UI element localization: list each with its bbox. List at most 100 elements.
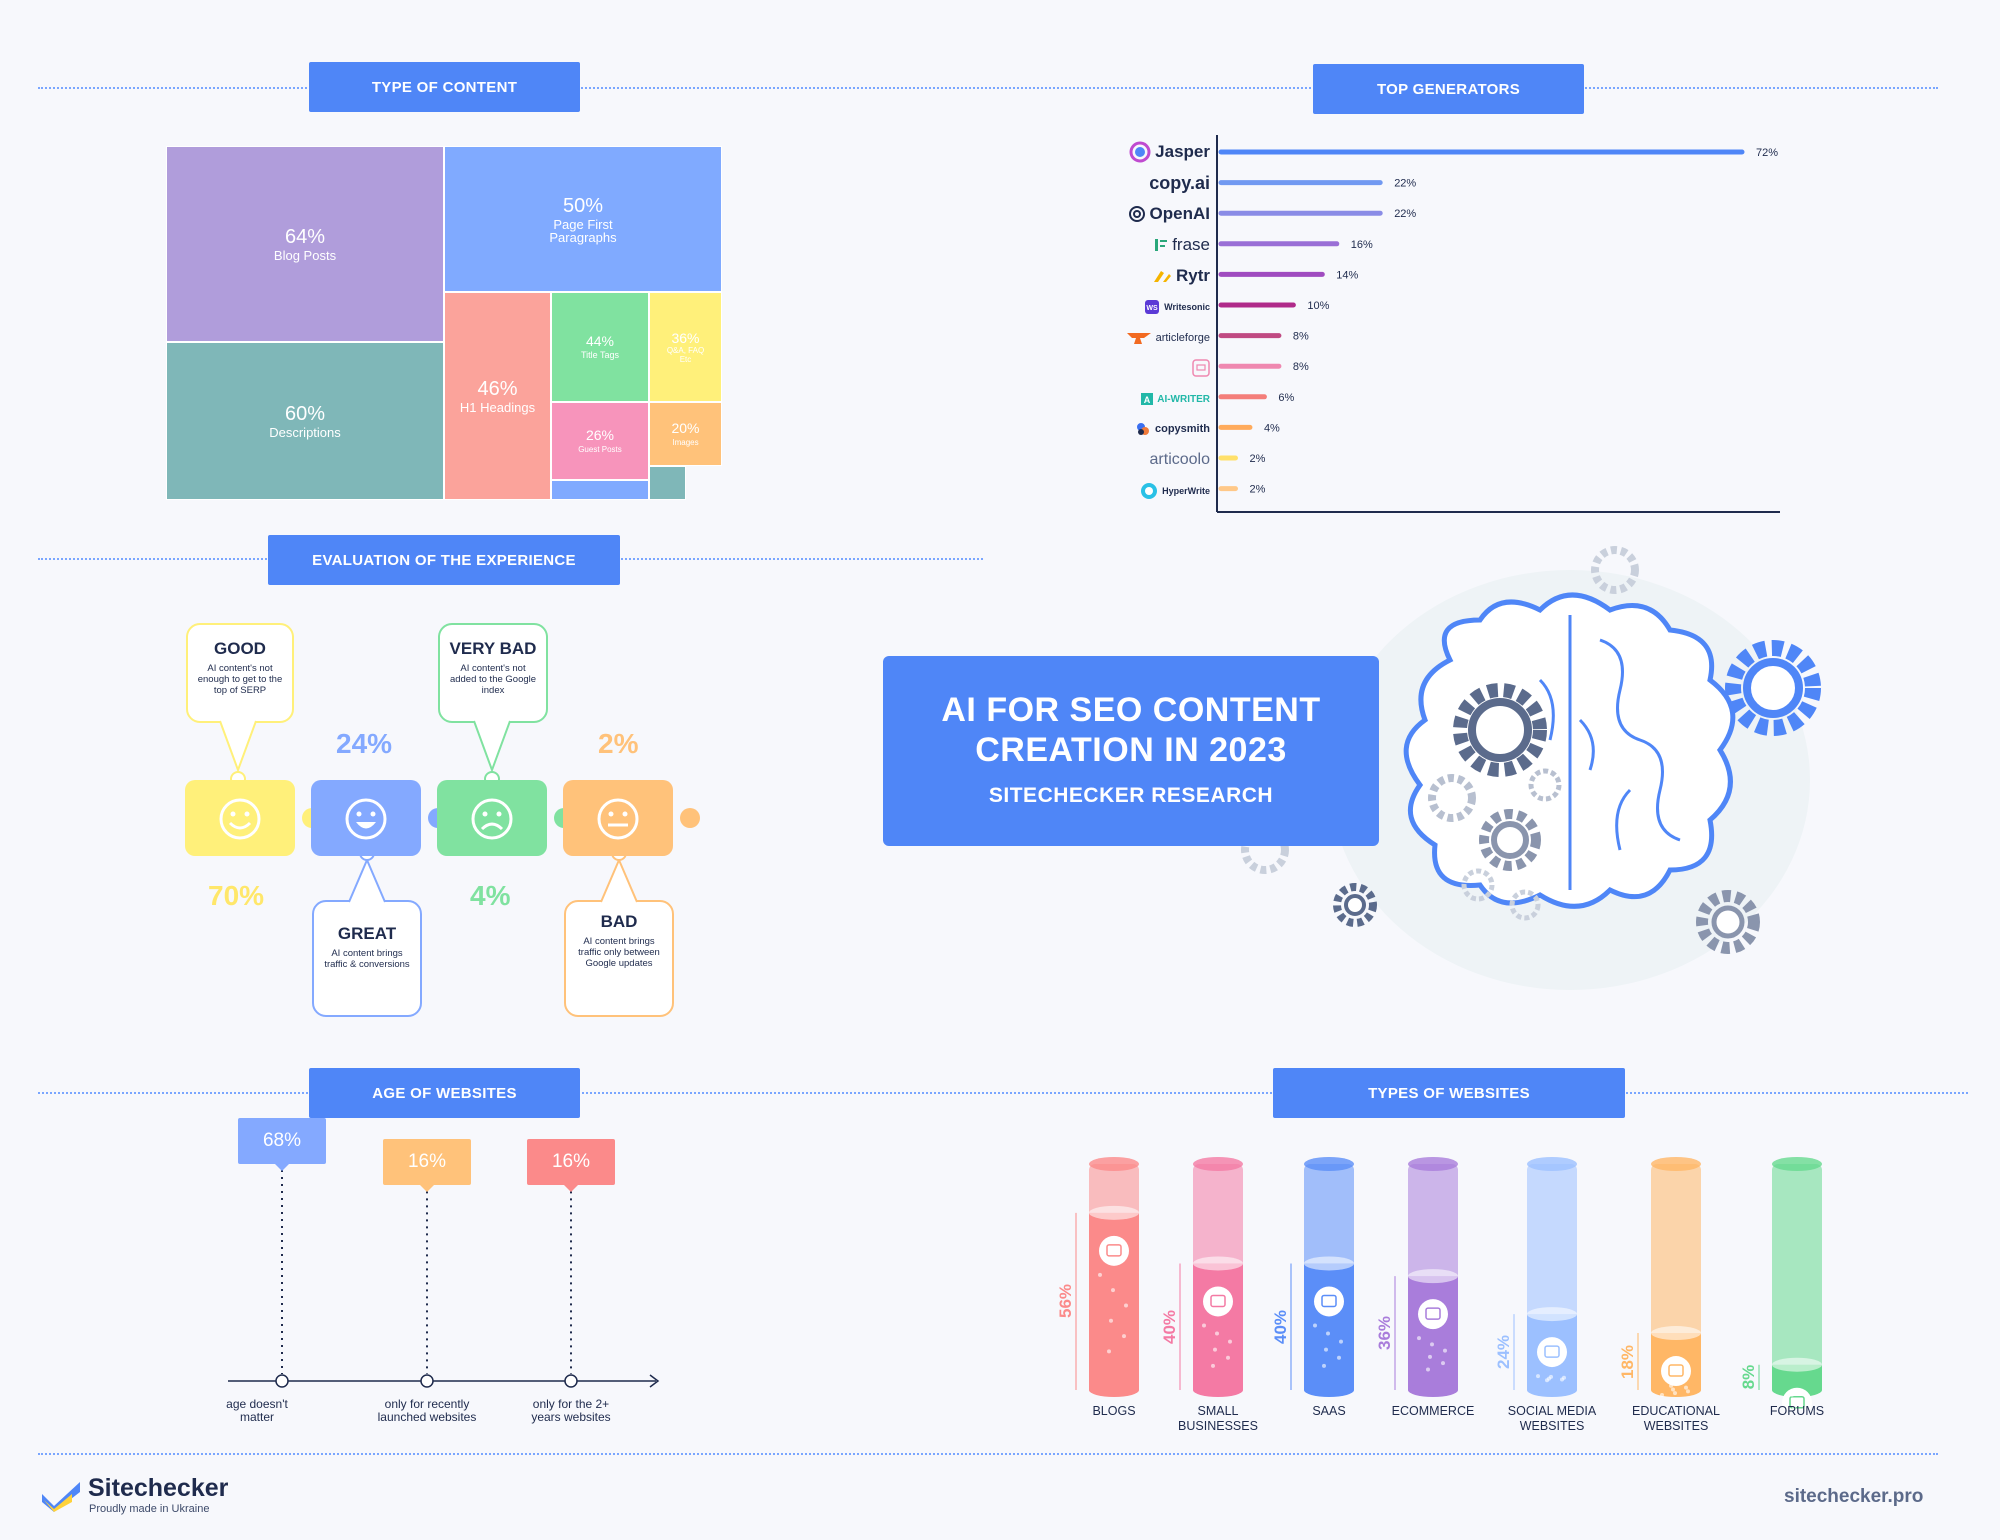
treemap-cell: 60% Descriptions	[166, 342, 444, 500]
generator-articleforge: articleforge	[1090, 324, 1210, 352]
age-point	[420, 1374, 434, 1388]
writesonic-icon: WS	[1145, 300, 1160, 314]
website-type-value: 56%	[1056, 1284, 1075, 1319]
gear-icon	[1428, 774, 1476, 822]
hero-title-line2: CREATION IN 2023	[975, 731, 1287, 769]
generator-name: frase	[1172, 235, 1210, 254]
copysmith-icon	[1136, 423, 1149, 435]
generator-name: OpenAI	[1149, 204, 1210, 223]
age-tag-pointer	[420, 1185, 434, 1193]
aiwriter-icon: A	[1141, 393, 1154, 405]
rating-piece-bad	[563, 780, 673, 856]
website-type-icon	[1314, 1286, 1344, 1317]
gear-icon	[1509, 889, 1541, 921]
section-title-type-of-content: TYPE OF CONTENT	[309, 62, 580, 112]
types-chart	[1075, 1157, 1822, 1410]
rating-desc: AI content brings traffic & conversions	[324, 948, 410, 970]
svg-text:A: A	[1144, 395, 1151, 405]
generator-name: HyperWrite	[1162, 486, 1210, 496]
website-tube-fill	[1193, 1263, 1243, 1390]
treemap-value: 64%	[284, 226, 326, 248]
openai-icon	[1128, 206, 1145, 222]
generator-name: Writesonic	[1164, 302, 1210, 312]
generator-writesonic: WS Writesonic	[1090, 293, 1210, 321]
generator-bar-label: 14%	[1336, 269, 1358, 281]
treemap-label: Title Tags	[580, 349, 620, 360]
generator-bar-label: 2%	[1249, 484, 1265, 496]
treemap-label: Images	[672, 437, 699, 447]
website-type-icon	[1418, 1299, 1448, 1330]
generator-bar-label: 4%	[1264, 422, 1280, 434]
gear-icon	[1333, 883, 1377, 927]
generator-bar-label: 8%	[1293, 361, 1309, 373]
sitechecker-logo-icon	[42, 1482, 80, 1512]
site-url-link[interactable]: sitechecker.pro	[1784, 1486, 1924, 1507]
treemap-cell: 36% Q&A, FAQ Etc	[649, 292, 722, 402]
age-chart	[228, 1170, 660, 1388]
gear-icon	[1725, 640, 1821, 736]
generator-rytr: Rytr	[1090, 262, 1210, 290]
divider	[38, 87, 1938, 89]
rating-desc: AI content's not enough to get to the to…	[197, 663, 283, 696]
website-type-label: SMALL BUSINESSES	[1178, 1404, 1258, 1433]
website-type-icon	[1203, 1286, 1233, 1317]
gear-icon	[1528, 768, 1562, 802]
website-type-value: 18%	[1618, 1344, 1637, 1379]
rating-value-very-bad: 4%	[470, 880, 511, 911]
generator-unnamed	[1090, 354, 1210, 382]
website-type-value: 24%	[1494, 1335, 1513, 1370]
age-tag-pointer	[564, 1185, 578, 1193]
rating-value-good: 70%	[208, 880, 265, 911]
section-title-evaluation: EVALUATION OF THE EXPERIENCE	[268, 535, 620, 585]
age-tag-pointer	[275, 1164, 289, 1171]
axis-arrow-icon	[649, 1374, 660, 1388]
gear-icon	[1453, 683, 1547, 777]
treemap-value: 44%	[585, 332, 615, 349]
generator-name: Rytr	[1175, 266, 1210, 285]
generator-bar-label: 2%	[1249, 453, 1265, 465]
rating-piece-good	[185, 780, 295, 856]
treemap-label: Guest Posts	[578, 444, 622, 454]
age-label: only for recently launched websites	[377, 1397, 477, 1424]
generator-frase: frase	[1090, 231, 1210, 259]
gear-icon	[1479, 809, 1541, 871]
rating-desc: AI content brings traffic only between G…	[578, 936, 660, 969]
generator-aiwriter: A AI-WRITER	[1090, 385, 1210, 413]
generator-bar-label: 6%	[1278, 392, 1294, 404]
hero-title: AI FOR SEO CONTENT CREATION IN 2023	[883, 690, 1379, 770]
treemap-cell: 44% Title Tags	[551, 292, 649, 402]
frase-icon	[1155, 239, 1168, 251]
age-value-tag: 68%	[238, 1118, 326, 1164]
website-tube-fill	[1304, 1263, 1354, 1390]
rating-piece-great	[311, 780, 421, 856]
sad-face-icon	[471, 798, 513, 840]
website-tube-fill	[1408, 1276, 1458, 1390]
treemap-value: 26%	[585, 426, 615, 443]
rating-value-great: 24%	[336, 728, 393, 759]
generator-name: Jasper	[1155, 142, 1210, 161]
section-title-types-websites: TYPES OF WEBSITES	[1273, 1068, 1625, 1118]
generator-name: articoolo	[1149, 451, 1210, 468]
bubble-very-bad: VERY BAD AI content's not added to the G…	[438, 623, 548, 723]
generator-name: copy.ai	[1149, 172, 1210, 193]
website-type-value: 40%	[1160, 1309, 1179, 1344]
treemap-label: Descriptions	[269, 425, 341, 440]
treemap-value: 46%	[477, 378, 518, 400]
divider	[38, 1453, 1938, 1455]
age-point	[564, 1374, 578, 1388]
section-title-top-generators: TOP GENERATORS	[1313, 64, 1584, 114]
articleforge-icon	[1126, 333, 1151, 344]
generator-bar-label: 22%	[1394, 208, 1416, 220]
treemap-cell: 26% Guest Posts	[551, 402, 649, 480]
treemap-value: 36%	[671, 330, 700, 346]
brain-gears-illustration	[1241, 546, 1821, 990]
website-type-label: EDUCATIONAL WEBSITES	[1632, 1404, 1720, 1433]
website-type-label: FORUMS	[1769, 1404, 1825, 1418]
hyperwrite-icon	[1141, 483, 1158, 499]
website-type-icon	[1537, 1337, 1567, 1368]
generator-bar-label: 16%	[1351, 239, 1373, 251]
brand-name: Sitechecker	[88, 1474, 229, 1502]
generator-copysmith: copysmith	[1090, 415, 1210, 443]
gear-icon	[1461, 868, 1495, 902]
svg-text:WS: WS	[1147, 305, 1159, 312]
